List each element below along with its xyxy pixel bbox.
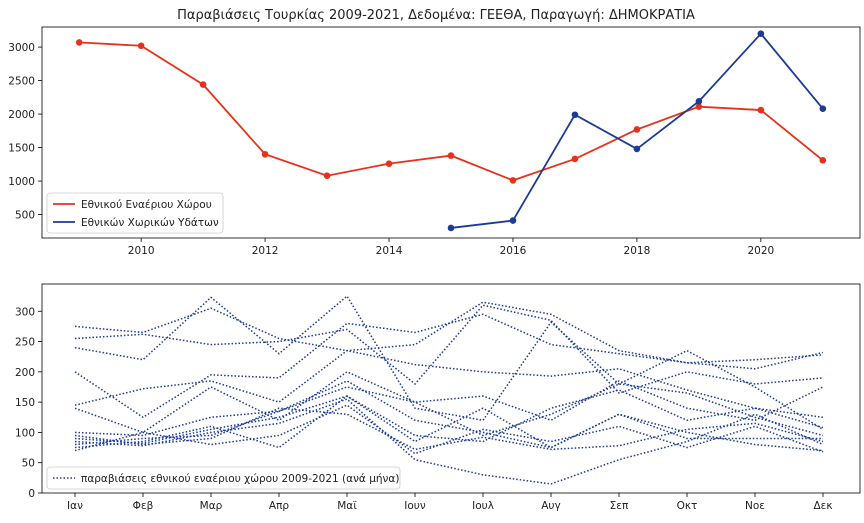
chart-title: Παραβιάσεις Τουρκίας 2009-2021, Δεδομένα… (177, 8, 695, 23)
x-tick-label: 2010 (128, 245, 155, 257)
chart1-legend: Εθνικού Εναέριου Χώρου Εθνικών Χωρικών Υ… (46, 192, 224, 234)
x-tick-label: 2016 (500, 245, 527, 257)
chart1-points (75, 30, 827, 232)
y-tick-label: 250 (15, 337, 35, 349)
x-tick-label: Ιουν (404, 500, 426, 512)
x-tick-label: 2012 (252, 245, 279, 257)
monthly-series-line-6 (74, 383, 824, 437)
monthly-series-line-8 (74, 389, 824, 449)
data-point (819, 105, 827, 113)
y-tick-label: 0 (28, 488, 35, 500)
data-point (261, 150, 269, 158)
data-point (633, 126, 641, 133)
monthly-series-line-3 (74, 349, 824, 429)
monthly-series-line-10 (74, 398, 824, 485)
data-point (757, 30, 765, 37)
x-tick-label: Οκτ (677, 500, 698, 512)
data-point (447, 224, 455, 232)
data-point (199, 81, 207, 88)
data-point (137, 42, 145, 50)
x-tick-label: Δεκ (813, 500, 832, 512)
y-tick-label: 200 (15, 367, 35, 379)
chart2-lines (74, 294, 824, 485)
data-point (633, 145, 641, 153)
y-tick-label: 2500 (8, 76, 35, 88)
y-tick-label: 500 (15, 210, 35, 222)
data-point (447, 152, 455, 159)
monthly-series-line-7 (74, 395, 824, 452)
y-tick-label: 300 (15, 306, 35, 318)
y-tick-label: 3000 (8, 42, 35, 54)
monthly-series-line-4 (74, 304, 824, 394)
x-tick-label: 2020 (747, 245, 774, 257)
data-point (571, 111, 579, 119)
monthly-series-line-1 (74, 294, 824, 431)
x-tick-label: 2014 (376, 245, 403, 257)
monthly-violations-chart: Ιαν Φεβ Μαρ Απρ Μαϊ Ιουν Ιουλ Αυγ Σεπ Οκτ Νοε Δεκ 0 5… (15, 283, 861, 512)
annual-violations-chart: 2010 2012 2014 2016 2018 2020 500 1000 1500 2000 2… (8, 26, 861, 257)
chart1-legend-label-waters: Εθνικών Χωρικών Υδάτων (81, 217, 219, 229)
data-point (509, 177, 517, 184)
data-point (695, 98, 703, 105)
data-point (509, 217, 517, 224)
y-tick-label: 1500 (8, 143, 35, 155)
data-point (385, 160, 393, 167)
x-tick-label: Αυγ (541, 500, 560, 512)
x-tick-label: Απρ (269, 500, 290, 512)
x-tick-label: Ιαν (67, 500, 83, 512)
data-point (571, 155, 579, 163)
chart1-legend-frame (46, 192, 224, 234)
monthly-series-line-5 (74, 370, 824, 434)
y-tick-label: 2000 (8, 109, 35, 121)
x-tick-label: 2018 (624, 245, 651, 257)
chart1-legend-label-airspace: Εθνικού Εναέριου Χώρου (81, 199, 212, 211)
data-point (757, 106, 765, 114)
chart2-axes: Ιαν Φεβ Μαρ Απρ Μαϊ Ιουν Ιουλ Αυγ Σεπ Οκτ Νοε Δεκ 0 5… (15, 306, 833, 512)
x-tick-label: Νοε (745, 500, 765, 512)
data-point (819, 156, 827, 164)
chart1-axes: 2010 2012 2014 2016 2018 2020 500 1000 1500 2000 2… (8, 42, 774, 257)
y-tick-label: 50 (22, 458, 35, 470)
y-tick-label: 150 (15, 397, 35, 409)
data-point (323, 172, 331, 180)
chart2-plot-area (41, 283, 861, 494)
x-tick-label: Ιουλ (472, 500, 494, 512)
x-tick-label: Μαρ (200, 500, 223, 512)
monthly-series-line-11 (74, 380, 823, 449)
chart2-legend-label: παραβιάσεις εθνικού εναέριου χώρου 2009-… (81, 473, 399, 485)
chart2-legend-frame (46, 466, 401, 490)
y-tick-label: 1000 (8, 176, 35, 188)
chart2-legend: παραβιάσεις εθνικού εναέριου χώρου 2009-… (46, 466, 401, 490)
x-tick-label: Φεβ (133, 500, 154, 512)
data-point (75, 39, 83, 46)
data-point (695, 103, 703, 111)
monthly-series-line-2 (74, 313, 824, 419)
x-tick-label: Μαϊ (337, 500, 357, 512)
x-tick-label: Σεπ (610, 500, 629, 512)
y-tick-label: 100 (15, 427, 35, 439)
